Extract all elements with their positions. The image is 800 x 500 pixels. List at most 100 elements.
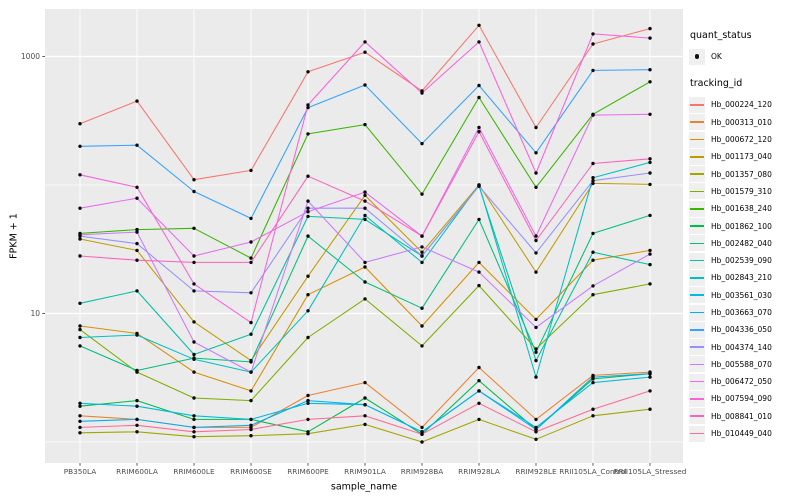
data-point [306,401,310,405]
data-point [363,280,367,284]
data-point [591,284,595,288]
data-point [78,122,82,126]
data-point [420,250,424,254]
data-point [648,26,652,31]
legend-item-Hb_002539_090: Hb_002539_090 [689,252,772,269]
legend-label: Hb_002482_040 [711,238,772,248]
data-point [420,432,424,436]
legend-label: Hb_004374_140 [711,342,772,352]
legend-key-box [689,96,705,113]
legend-title-tracking-id: tracking_id [690,78,743,90]
data-point [534,437,538,441]
data-point [477,83,481,88]
data-point [420,141,424,146]
data-point [363,40,367,44]
data-point [135,227,139,232]
data-point [477,379,481,383]
series-color-line-icon [690,346,704,348]
data-point [192,425,196,430]
data-point [363,199,367,203]
data-point [534,430,538,434]
data-point [306,430,310,434]
data-point [363,50,367,54]
data-point [648,407,652,411]
legend-key-box [689,373,705,390]
data-point [78,425,82,430]
data-point [648,372,652,376]
series-color-line-icon [690,294,704,296]
data-point [591,258,595,262]
legend-label: Hb_000672_120 [711,135,772,145]
data-point [192,254,196,258]
legend-item-Hb_003561_030: Hb_003561_030 [689,287,772,304]
data-point [363,396,367,400]
series-color-line-icon [690,121,704,124]
data-point [78,404,82,408]
data-point [363,122,367,127]
data-point [363,206,367,210]
data-point [363,422,367,427]
x-tick-label: RRII105LA_Stressed [614,467,687,476]
data-point [363,414,367,418]
data-point [477,95,481,100]
legend-item-Hb_006472_050: Hb_006472_050 [689,373,772,390]
data-point [306,214,310,219]
series-color-line-icon [690,190,704,193]
legend-item-Hb_008841_010: Hb_008841_010 [689,408,772,425]
legend-key-box [689,304,705,321]
data-point [648,36,652,40]
legend-label: Hb_003561_030 [711,290,772,300]
data-point [534,251,538,255]
data-point [363,380,367,385]
legend-item-Hb_010449_040: Hb_010449_040 [689,425,772,442]
data-point [648,282,652,286]
y-tick-label: 10 [30,309,40,318]
data-point [306,398,310,403]
legend-label: Hb_001638_240 [711,204,772,214]
data-point [306,210,310,214]
data-point [192,226,196,230]
x-tick-label: RRIM928LE [515,467,557,476]
data-point [477,40,481,44]
data-point [591,181,595,186]
plot-panel [45,9,683,463]
data-point [135,430,139,434]
data-point [648,389,652,393]
data-point [420,260,424,265]
data-point [648,248,652,253]
legend-key-box [689,287,705,304]
data-point [534,347,538,351]
data-point [477,283,481,288]
data-point [135,417,139,422]
data-point [78,237,82,241]
x-tick-label: RRIM600PE [287,467,329,476]
legend: quant_status OK tracking_id Hb_000224_12… [689,30,772,442]
data-point [420,430,424,434]
y-axis-title: FPKM + 1 [8,213,20,259]
legend-title-quant-status: quant_status [690,30,752,41]
data-point [591,68,595,73]
data-point [249,427,253,432]
series-color-line-icon [690,173,704,175]
legend-key-box [689,218,705,235]
data-point [591,250,595,254]
legend-label: Hb_006472_050 [711,377,772,387]
data-point [591,113,595,117]
data-point [477,417,481,422]
data-point [306,199,310,203]
legend-key-box [689,235,705,252]
x-tick-label: RRIM600LE [173,467,215,476]
data-point [534,417,538,422]
data-point [135,368,139,373]
data-point [591,161,595,166]
data-point [78,301,82,305]
legend-key-box [689,252,705,269]
data-point [477,217,481,222]
data-point [135,398,139,403]
data-point [477,184,481,188]
data-point [591,42,595,46]
legend-item-Hb_002482_040: Hb_002482_040 [689,235,772,252]
data-point [192,357,196,361]
legend-label: Hb_000224_120 [711,100,772,110]
data-point [363,403,367,407]
